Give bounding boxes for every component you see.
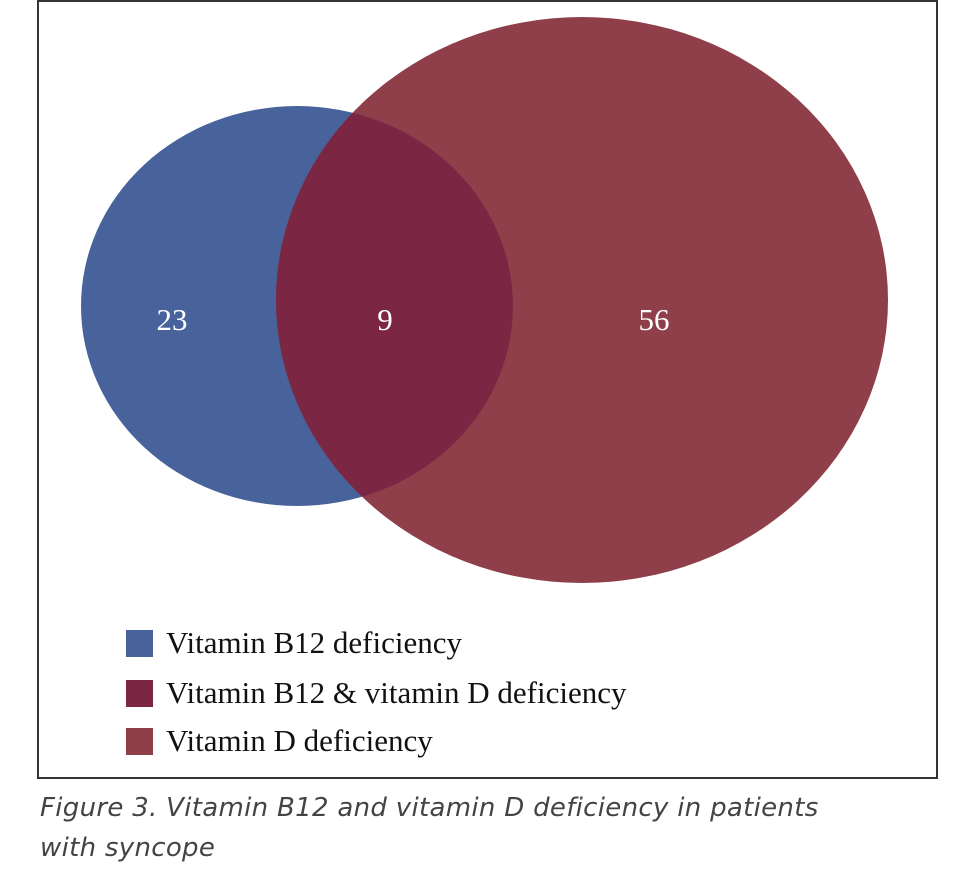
venn-diagram: 23 9 56 <box>81 17 888 583</box>
legend-item-vitd: Vitamin D deficiency <box>126 723 433 758</box>
caption-line-1: Figure 3. Vitamin B12 and vitamin D defi… <box>40 793 819 823</box>
count-intersection: 9 <box>377 302 393 337</box>
legend-swatch <box>126 679 153 707</box>
legend-swatch <box>126 629 153 657</box>
venn-intersection <box>276 106 513 506</box>
legend-item-both: Vitamin B12 & vitamin D deficiency <box>126 675 627 710</box>
figure-caption: Figure 3. Vitamin B12 and vitamin D defi… <box>40 788 940 868</box>
count-b12-only: 23 <box>157 302 188 337</box>
caption-line-2: with syncope <box>40 833 216 863</box>
count-vitd-only: 56 <box>639 302 670 337</box>
legend-label: Vitamin B12 & vitamin D deficiency <box>166 675 627 710</box>
legend-label: Vitamin B12 deficiency <box>166 625 462 660</box>
figure-frame <box>37 0 938 779</box>
legend-item-b12: Vitamin B12 deficiency <box>126 625 462 660</box>
legend-swatch <box>126 727 153 755</box>
legend-label: Vitamin D deficiency <box>166 723 433 758</box>
